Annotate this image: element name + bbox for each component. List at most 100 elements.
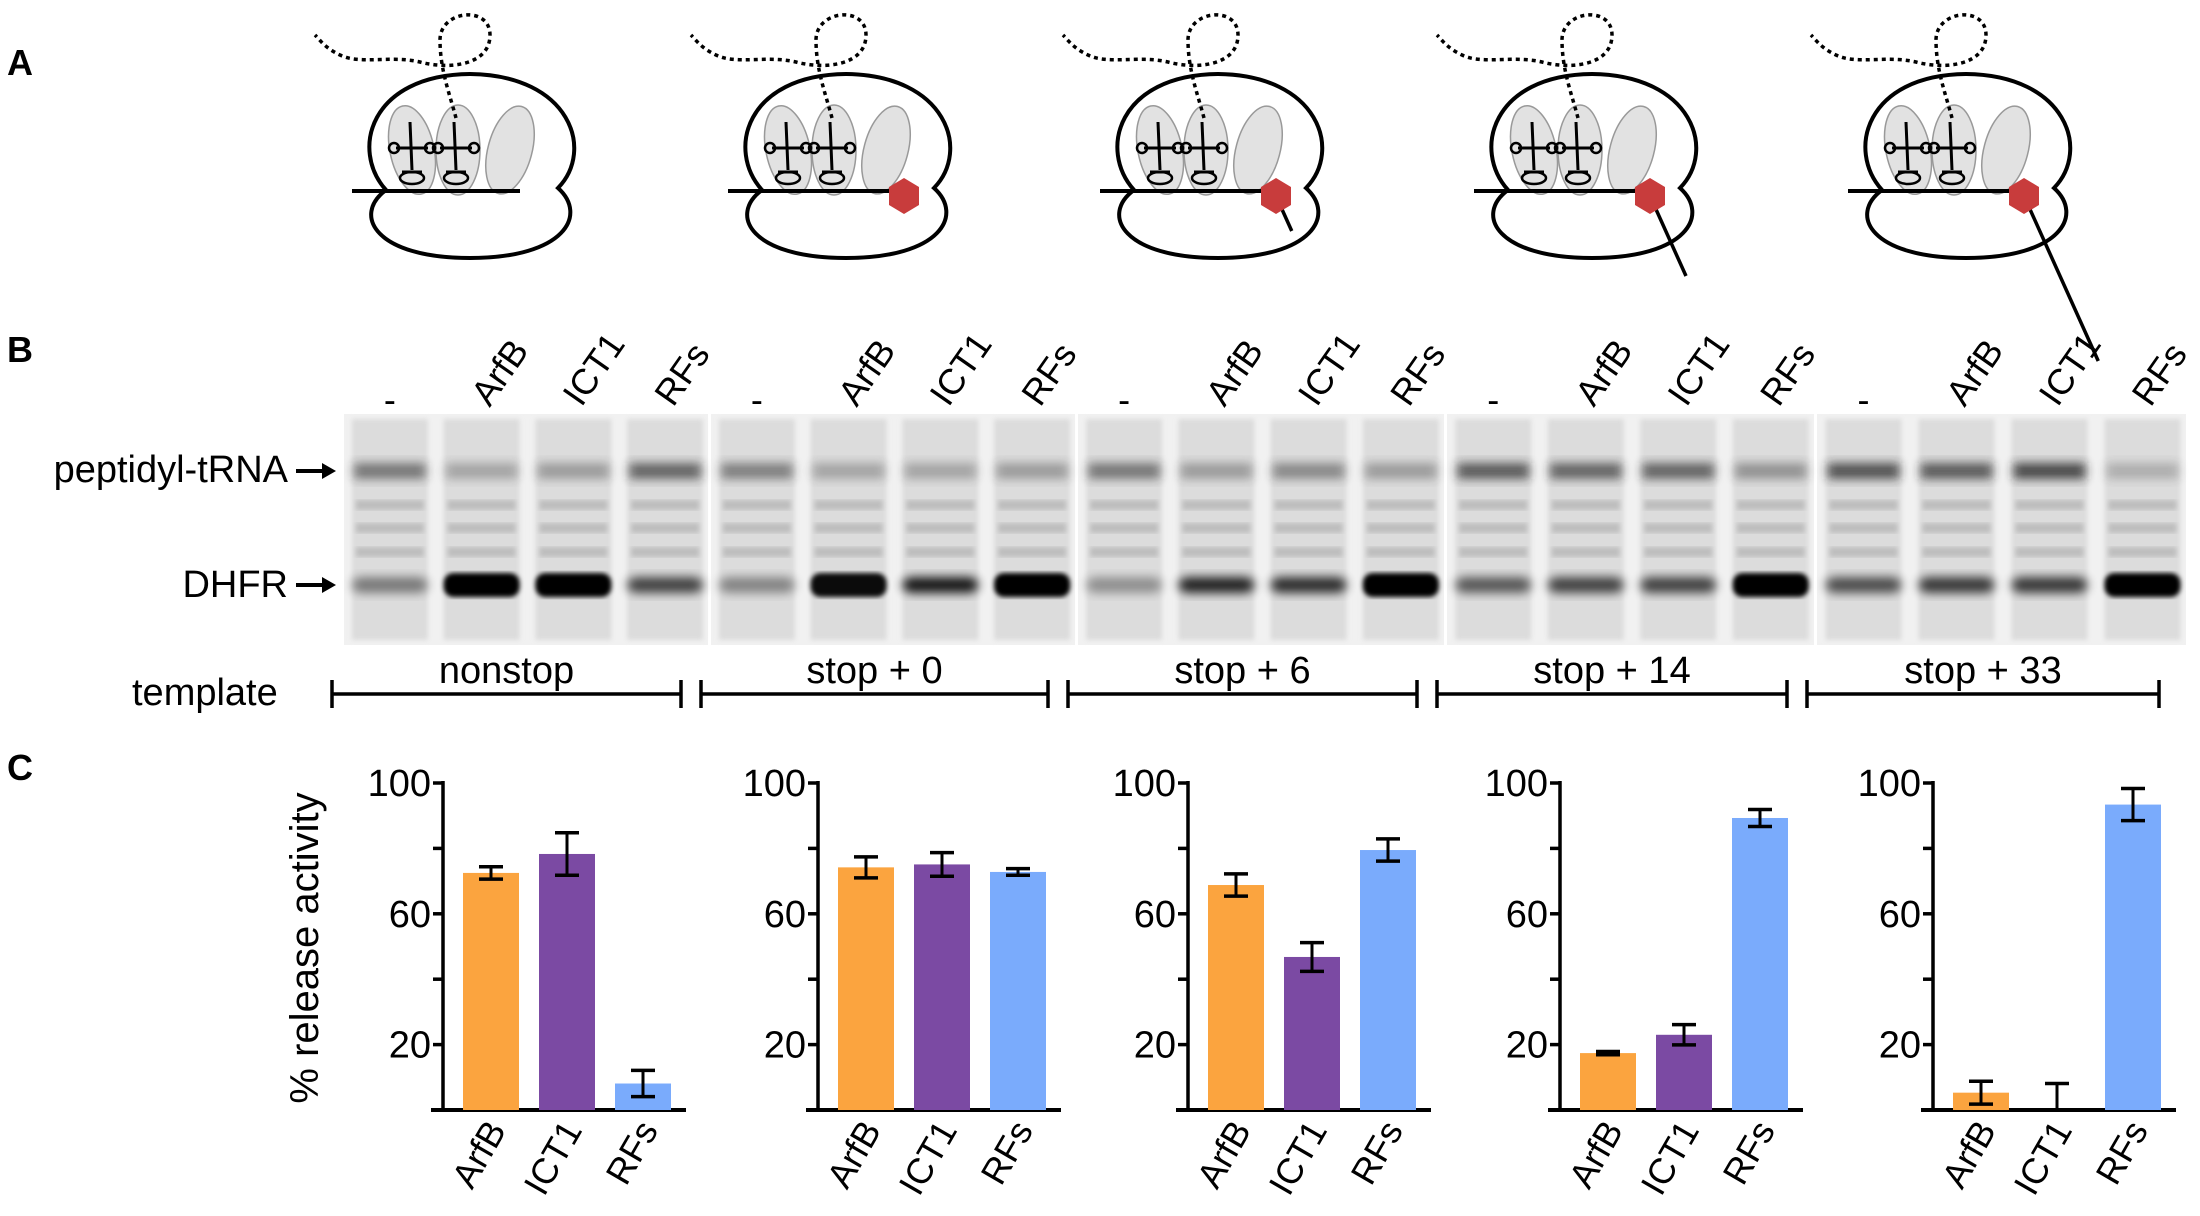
gel-lane [1455, 419, 1532, 640]
dhfr-band [1362, 573, 1439, 597]
template-name: nonstop [439, 650, 574, 692]
gel-lane [535, 419, 612, 640]
gel-segment: - ArfB ICT1 RFs [344, 325, 718, 645]
dhfr-band [902, 577, 979, 593]
template-name: stop + 14 [1533, 650, 1690, 692]
y-tick-label: 100 [1858, 763, 1921, 805]
gel-lane [1270, 419, 1347, 640]
ribosome-diagram [689, 13, 953, 261]
peptidyl-trna-band [996, 463, 1069, 479]
error-bar [1006, 866, 1030, 877]
peptidyl-trna-band [1549, 463, 1622, 479]
y-tick-label: 20 [1134, 1025, 1176, 1067]
dhfr-band [2011, 577, 2088, 593]
error-bar [1748, 807, 1772, 829]
gel-lane [627, 419, 704, 640]
dhfr-band [535, 573, 612, 597]
peptidyl-trna-band [1827, 463, 1900, 479]
gel-lane [994, 419, 1071, 640]
lane-label: - [751, 379, 763, 420]
y-tick-label: 60 [1134, 894, 1176, 936]
gel-lane [2011, 419, 2088, 640]
template-bracket: stop + 6 [1066, 650, 1419, 708]
lane-label: RFs [1382, 335, 1453, 413]
y-tick-label: 60 [1506, 894, 1548, 936]
gel-segment: - ArfB ICT1 RFs [1078, 325, 1453, 645]
x-tick-label: ICT1 [2005, 1114, 2080, 1202]
error-bar [1300, 940, 1324, 974]
panel-label-c: C [7, 747, 33, 788]
gel-lane [902, 419, 979, 640]
x-tick-label: ArfB [1560, 1114, 1631, 1195]
bar-ict1 [539, 853, 595, 1110]
trna-site [1607, 105, 1657, 195]
x-tick-label: ArfB [818, 1114, 889, 1195]
lane-label: ArfB [830, 332, 904, 413]
error-bar [930, 850, 954, 878]
y-axis-label: % release activity [283, 792, 327, 1103]
template-bracket: stop + 0 [699, 650, 1050, 708]
lane-label: ArfB [1567, 332, 1641, 413]
bar-rfs [1732, 817, 1788, 1110]
lane-label: ArfB [1197, 332, 1271, 413]
bar-ict1 [914, 864, 970, 1110]
ribosome-diagram [1809, 13, 2100, 362]
dhfr-band [1455, 577, 1532, 593]
y-tick-label: 100 [1485, 763, 1548, 805]
error-bar [555, 830, 579, 877]
dhfr-band [1178, 577, 1255, 593]
peptidyl-trna-band [1642, 463, 1715, 479]
lane-label: - [1118, 379, 1130, 420]
trna-site [861, 105, 911, 195]
gel-lane [351, 419, 428, 640]
dhfr-band [994, 573, 1071, 597]
bar-rfs [1360, 850, 1416, 1110]
bar-chart: 20 60 100 ArfB ICT1 RFs [1113, 763, 1431, 1202]
trna-site [485, 105, 535, 195]
template-bracket: stop + 14 [1435, 650, 1789, 708]
y-tick-label: 100 [1113, 763, 1176, 805]
peptidyl-trna-band [1457, 463, 1530, 479]
x-tick-label: ArfB [1933, 1114, 2004, 1195]
lane-label: - [1858, 379, 1870, 420]
ribosome-schematics [313, 13, 2100, 362]
peptidyl-trna-band [353, 463, 426, 479]
lane-label: ICT1 [554, 325, 632, 412]
peptidyl-trna-band [537, 463, 610, 479]
nascent-peptide [313, 13, 492, 119]
lane-label: RFs [1752, 335, 1823, 413]
bar-arfb [1208, 885, 1264, 1110]
y-tick-label: 100 [743, 763, 806, 805]
dhfr-band [351, 577, 428, 593]
dhfr-band [1640, 577, 1717, 593]
ribosome-diagram [1061, 13, 1325, 261]
error-bar [854, 855, 878, 880]
bar-chart: 20 60 100 ArfB ICT1 RFs [743, 763, 1061, 1202]
nascent-peptide [1809, 13, 1988, 119]
dhfr-band [810, 573, 887, 597]
x-tick-label: ICT1 [1260, 1114, 1335, 1202]
template-name: stop + 6 [1174, 650, 1310, 692]
lane-label: RFs [2123, 335, 2194, 413]
gel-segment: - ArfB ICT1 RFs [711, 325, 1085, 645]
peptidyl-trna-band [904, 463, 977, 479]
lane-label: ICT1 [1659, 325, 1737, 412]
gel-lane [718, 419, 795, 640]
peptidyl-trna-band [720, 463, 793, 479]
x-tick-label: RFs [1714, 1114, 1783, 1192]
y-tick-label: 20 [1506, 1025, 1548, 1067]
bar-rfs [2105, 804, 2161, 1110]
peptidyl-trna-band [629, 463, 702, 479]
arrow-icon [296, 577, 336, 593]
bar-arfb [1580, 1053, 1636, 1110]
dhfr-band [1825, 577, 1902, 593]
panel-label-a: A [7, 42, 33, 83]
mrna-3prime-extension [2022, 195, 2100, 362]
y-tick-label: 20 [389, 1025, 431, 1067]
bar-chart: 20 60 100 ArfB ICT1 RFs [368, 763, 686, 1202]
y-tick-label: 20 [764, 1025, 806, 1067]
peptidyl-trna-label: peptidyl-tRNA [54, 449, 289, 491]
error-bar [1596, 1049, 1620, 1057]
stop-codon-icon [2009, 178, 2039, 214]
